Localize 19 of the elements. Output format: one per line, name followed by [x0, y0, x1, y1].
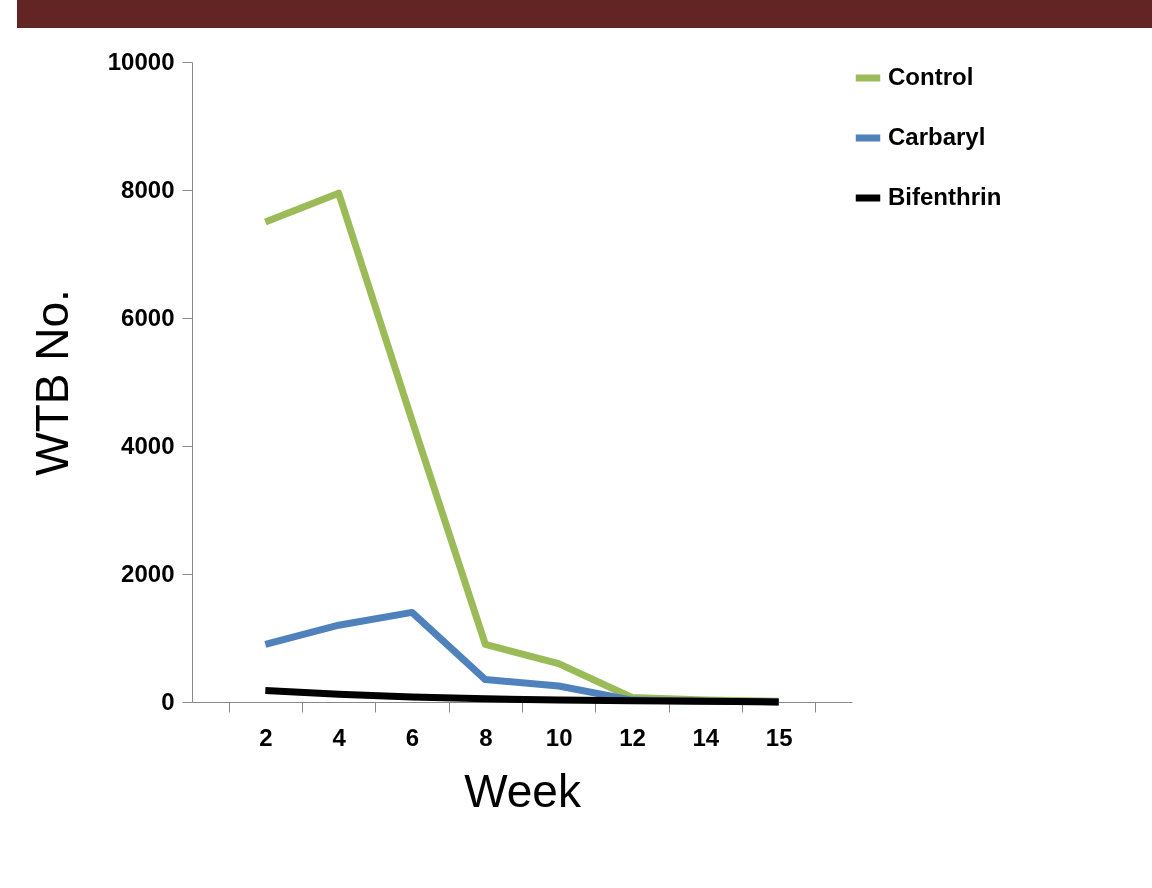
- y-tick-label: 4000: [121, 431, 175, 459]
- y-tick-label: 8000: [121, 175, 175, 203]
- legend-label: Carbaryl: [888, 123, 986, 150]
- x-tick-label: 10: [545, 723, 573, 751]
- x-tick-label: 12: [619, 723, 646, 751]
- x-tick-label: 15: [765, 723, 793, 751]
- x-axis-title: Week: [464, 764, 582, 817]
- x-tick-label: 4: [332, 723, 347, 751]
- x-tick-label: 2: [259, 723, 273, 751]
- x-tick-label: 6: [405, 723, 420, 751]
- y-axis-title: WTB No.: [25, 289, 78, 476]
- x-tick-label: 8: [479, 723, 493, 751]
- y-tick-label: 0: [161, 687, 175, 715]
- legend-label: Control: [888, 63, 974, 90]
- legend-label: Bifenthrin: [888, 183, 1002, 210]
- x-tick-label: 14: [692, 723, 720, 751]
- y-tick-label: 2000: [121, 559, 175, 587]
- y-tick-label: 10000: [107, 47, 175, 75]
- y-tick-label: 6000: [121, 303, 175, 331]
